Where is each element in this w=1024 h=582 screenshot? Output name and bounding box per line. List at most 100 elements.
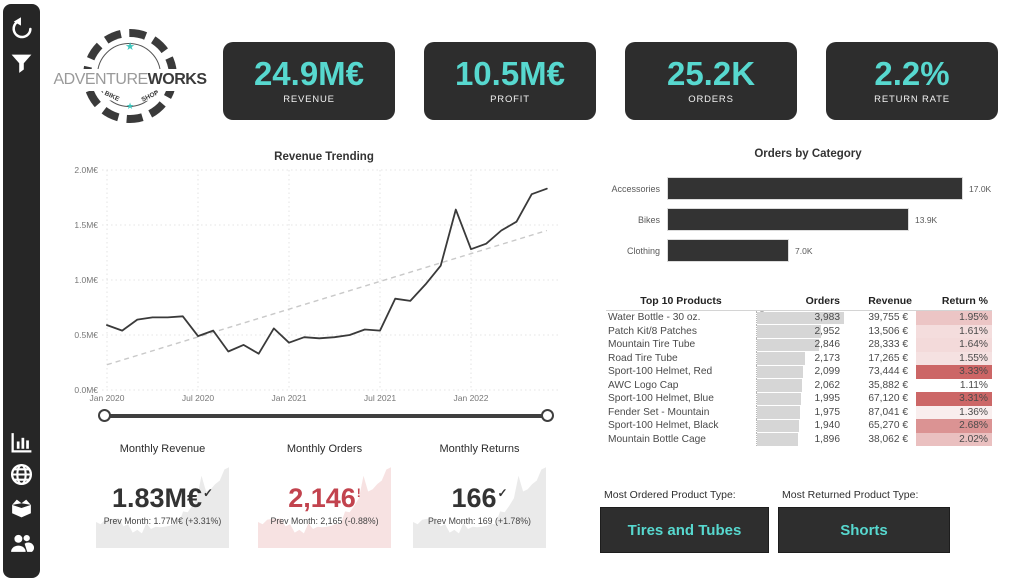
orders-cell: 1,975	[756, 405, 844, 419]
check-icon: ✓	[497, 486, 508, 500]
kpi-value: 2.2%	[874, 55, 950, 92]
product-name-cell: Sport-100 Helmet, Black	[608, 420, 719, 431]
revenue-cell: 38,062 €	[868, 433, 908, 445]
table-row[interactable]: Mountain Tire Tube 2,846 28,333 € 1.64%	[606, 338, 992, 352]
kpi-card-profit: 10.5M€ PROFIT	[424, 42, 596, 120]
logo-text-bold: WORKS	[147, 71, 207, 88]
check-icon: ✓	[203, 486, 214, 500]
prev-month-text: Prev Month: 1.77M€ (+3.31%)	[103, 516, 222, 526]
orders-cell: 1,995	[756, 392, 844, 406]
card-value: 166✓	[451, 483, 508, 513]
bar-value-label: 17.0K	[969, 183, 992, 194]
table-row[interactable]: AWC Logo Cap 2,062 35,882 € 1.11%	[606, 378, 992, 392]
table-row[interactable]: Water Bottle - 30 oz. 3,983 39,755 € 1.95%	[606, 311, 992, 325]
return-pct-cell: 3.33%	[916, 365, 992, 379]
revenue-cell: 87,041 €	[868, 406, 908, 418]
revenue-cell: 17,265 €	[868, 352, 908, 364]
kpi-label: REVENUE	[283, 94, 335, 105]
most-ordered-value-box[interactable]: Tires and Tubes	[600, 507, 769, 553]
table-body: Water Bottle - 30 oz. 3,983 39,755 €1.95% P…	[606, 311, 992, 446]
slider-track[interactable]	[105, 414, 547, 418]
return-pct-cell: 1.61%	[916, 324, 992, 338]
table-row[interactable]: Patch Kit/8 Patches 2,952 13,506 € 1.61%	[606, 324, 992, 338]
customers-icon[interactable]	[9, 531, 34, 556]
column-header-products[interactable]: Top 10 Products	[640, 294, 722, 307]
product-name-cell: Road Tire Tube	[608, 352, 678, 364]
orders-value: 1,975	[814, 406, 841, 418]
monthly-revenue-card: Monthly Revenue 1.83M€✓ Prev Month: 1.77…	[96, 443, 229, 548]
x-axis-label: Jan 2021	[272, 393, 307, 403]
revenue-line-plot: Revenue Trending 0.0M€ 0.5M€ 1.0M€ 1.5M€ 2.0M…	[74, 151, 560, 403]
most-ordered-value: Tires and Tubes	[627, 521, 742, 539]
card-body: 1.83M€✓ Prev Month: 1.77M€ (+3.31%)	[96, 460, 229, 548]
table-row[interactable]: Sport-100 Helmet, Black 1,940 65,270 € 2.68…	[606, 419, 992, 433]
table-row[interactable]: Road Tire Tube 2,173 17,265 € 1.55%	[606, 351, 992, 365]
monthly-returns-card: Monthly Returns 166✓ Prev Month: 169 (+1…	[413, 443, 546, 548]
logo-wordmark: ADVENTURE WORKS	[53, 69, 207, 91]
return-pct-cell: 1.11%	[959, 379, 988, 391]
orders-value: 2,846	[814, 339, 841, 350]
kpi-card-orders: 25.2K ORDERS	[625, 42, 797, 120]
return-pct-cell: 3.31%	[916, 392, 992, 406]
category-label: Clothing	[626, 245, 660, 256]
kpi-value: 10.5M€	[454, 55, 566, 92]
category-bar[interactable]	[667, 239, 789, 262]
card-title: Monthly Orders	[286, 443, 363, 455]
table-row[interactable]: Sport-100 Helmet, Blue 1,995 67,120 € 3.31%	[606, 392, 992, 406]
bar-chart-icon[interactable]	[9, 430, 34, 455]
slider-handle-left[interactable]	[98, 409, 111, 422]
orders-cell: 2,099	[756, 365, 844, 379]
back-icon[interactable]	[9, 16, 34, 41]
orders-data-bar	[757, 365, 803, 378]
sidebar	[3, 4, 40, 578]
column-header-return[interactable]: Return %	[941, 294, 988, 307]
revenue-cell: 39,755 €	[868, 312, 908, 323]
card-title: Monthly Revenue	[119, 443, 206, 455]
date-range-slider[interactable]	[98, 406, 554, 426]
orders-data-bar	[757, 433, 799, 446]
table-row[interactable]: Fender Set - Mountain 1,975 87,041 € 1.36%	[606, 405, 992, 419]
y-axis-label: 2.0M€	[74, 165, 98, 175]
orders-cell: 2,062	[756, 378, 844, 392]
y-axis-label: 0.5M€	[74, 330, 98, 340]
x-axis-label: Jan 2020	[90, 393, 125, 403]
category-bar[interactable]	[667, 177, 963, 200]
card-title: Monthly Returns	[439, 443, 520, 455]
table-row[interactable]: Sport-100 Helmet, Red 2,099 73,444 € 3.33%	[606, 365, 992, 379]
sparkline	[413, 467, 546, 548]
kpi-card-return-rate: 2.2% RETURN RATE	[826, 42, 998, 120]
most-returned-label: Most Returned Product Type:	[782, 489, 919, 501]
products-box-icon[interactable]	[9, 496, 34, 521]
card-body: 2,146! Prev Month: 2,165 (-0.88%)	[258, 460, 391, 548]
table-row[interactable]: Mountain Bottle Cage 1,896 38,062 € 2.02%	[606, 432, 992, 446]
category-bar[interactable]	[667, 208, 909, 231]
x-axis-label: Jan 2022	[454, 393, 489, 403]
most-returned-value-box[interactable]: Shorts	[778, 507, 950, 553]
orders-cell: 2,952	[756, 324, 844, 338]
orders-by-category-chart: Orders by Category Accessories 17.0K Bikes…	[606, 148, 1010, 270]
most-returned-value: Shorts	[840, 521, 888, 539]
slider-handle-right[interactable]	[541, 409, 554, 422]
sparkline	[96, 467, 229, 548]
alert-icon: !	[356, 486, 361, 500]
chart-title: Revenue Trending	[274, 151, 374, 163]
product-name-cell: Mountain Bottle Cage	[608, 433, 706, 445]
column-header-orders[interactable]: Orders	[805, 294, 840, 307]
orders-value: 2,099	[814, 366, 841, 377]
most-ordered-label: Most Ordered Product Type:	[604, 489, 736, 501]
orders-data-bar	[757, 352, 805, 365]
globe-icon[interactable]	[9, 462, 34, 487]
filter-icon[interactable]	[9, 51, 34, 76]
return-pct-cell: 1.64%	[916, 338, 992, 352]
logo-ribbon	[100, 89, 160, 102]
sparkline	[258, 467, 391, 548]
card-value: 1.83M€✓	[111, 483, 214, 513]
chart-title: Orders by Category	[754, 148, 862, 160]
column-header-revenue[interactable]: Revenue	[868, 294, 912, 307]
kpi-value: 25.2K	[666, 55, 756, 92]
sparkline-area	[413, 467, 546, 548]
revenue-cell: 13,506 €	[868, 325, 908, 337]
top-products-table: Top 10 Products Orders Revenue Return % …	[606, 291, 992, 446]
revenue-cell: 73,444 €	[868, 366, 908, 377]
logo-text-light: ADVENTURE	[53, 71, 148, 88]
